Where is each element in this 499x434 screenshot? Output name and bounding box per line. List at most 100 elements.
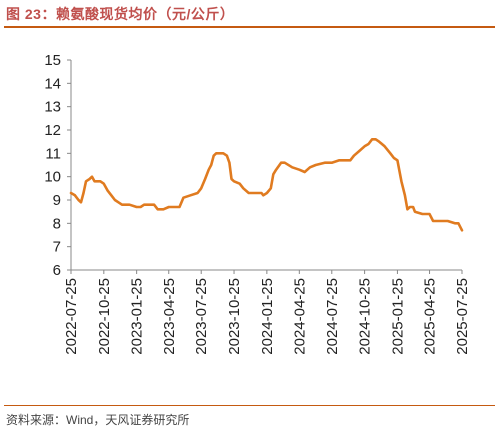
price-data-point [353,155,355,157]
price-data-point [291,167,293,169]
y-tick-label: 15 [44,52,61,69]
price-data-point [439,220,441,222]
price-data-point [273,174,275,176]
x-tick-label: 2024-01-25 [259,278,276,355]
title-divider [4,26,495,28]
price-data-point [401,181,403,183]
price-data-point [447,220,449,222]
price-data-point [153,204,155,206]
y-tick-label: 8 [53,215,61,232]
price-data-point [384,146,386,148]
price-data-point [163,209,165,211]
price-data-point [223,153,225,155]
price-data-point [197,192,199,194]
x-tick-label: 2022-07-25 [63,278,80,355]
price-data-point [179,206,181,208]
price-data-point [454,223,456,225]
y-tick-label: 10 [44,169,61,186]
lysine-price-line-chart: 6 7 8 9 10 11 12 13 14 15 2022-07-25 2022-10-25 2023… [44,52,471,355]
price-data-point [350,160,352,162]
x-tick-label: 2023-10-25 [226,278,243,355]
price-data-point [309,167,311,169]
x-tick-label: 2022-10-25 [96,278,113,355]
price-data-point [89,178,91,180]
price-data-point [253,192,255,194]
x-tick-label: 2023-07-25 [193,278,210,355]
price-data-point [208,169,210,171]
price-data-point [315,164,317,166]
price-data-point [226,155,228,157]
price-data-point [100,181,102,183]
price-data-point [324,162,326,164]
price-data-point [94,181,96,183]
price-data-point [397,160,399,162]
price-data-point [339,160,341,162]
price-data-point [266,192,268,194]
price-data-point [404,195,406,197]
price-data-point [70,192,72,194]
x-tick-label: 2024-07-25 [324,278,341,355]
price-data-point [168,206,170,208]
price-data-point [414,211,416,213]
source-note: 资料来源：Wind，天风证券研究所 [6,413,190,427]
price-data-point [74,195,76,197]
price-data-point [111,195,113,197]
price-data-point [80,202,82,204]
price-data-point [210,164,212,166]
price-data-point [375,139,377,141]
price-data-point [331,162,333,164]
x-tick-label: 2025-04-25 [422,278,439,355]
price-data-point [114,199,116,201]
price-data-point [213,155,215,157]
price-data-point [183,197,185,199]
price-data-point [393,157,395,159]
source-divider [4,405,495,406]
x-tick-label: 2023-04-25 [161,278,178,355]
price-data-point [407,209,409,211]
price-data-point [190,195,192,197]
price-data-point [200,188,202,190]
x-tick-label: 2025-01-25 [389,278,406,355]
price-data-point [359,150,361,152]
price-data-point [136,206,138,208]
price-data-point [390,153,392,155]
x-tick-label: 2025-07-25 [454,278,471,355]
y-tick-label: 6 [53,262,61,279]
figure-title: 图 23：赖氨酸现货均价（元/公斤） [6,6,235,22]
price-data-point [121,204,123,206]
price-data-point [215,153,217,155]
price-data-point [157,209,159,211]
price-data-point [270,188,272,190]
price-data-point [432,220,434,222]
price-data-point [275,169,277,171]
price-data-point [422,213,424,215]
y-tick-label: 9 [53,192,61,209]
y-tick-label: 12 [44,122,61,139]
x-tick-label: 2023-01-25 [129,278,146,355]
price-data-point [284,162,286,164]
price-data-point [378,141,380,143]
y-tick-label: 13 [44,99,61,116]
x-tick-label: 2024-04-25 [291,278,308,355]
price-data-point [364,146,366,148]
price-data-point [280,162,282,164]
price-data-point [107,190,109,192]
price-data-point [204,178,206,180]
price-data-point [103,183,105,185]
y-tick-label: 14 [44,75,61,92]
price-data-point [263,195,265,197]
price-data-point [91,176,93,178]
y-tick-label: 7 [53,239,61,256]
price-data-point [261,192,263,194]
price-data-point [429,213,431,215]
price-data-point [409,206,411,208]
price-data-point [233,181,235,183]
price-data-point [304,171,306,173]
price-data-point [248,192,250,194]
price-data-point [412,206,414,208]
price-data-point [231,178,233,180]
price-data-point [229,162,231,164]
price-data-point [129,204,131,206]
price-data-point [299,169,301,171]
price-data-point [78,199,80,201]
